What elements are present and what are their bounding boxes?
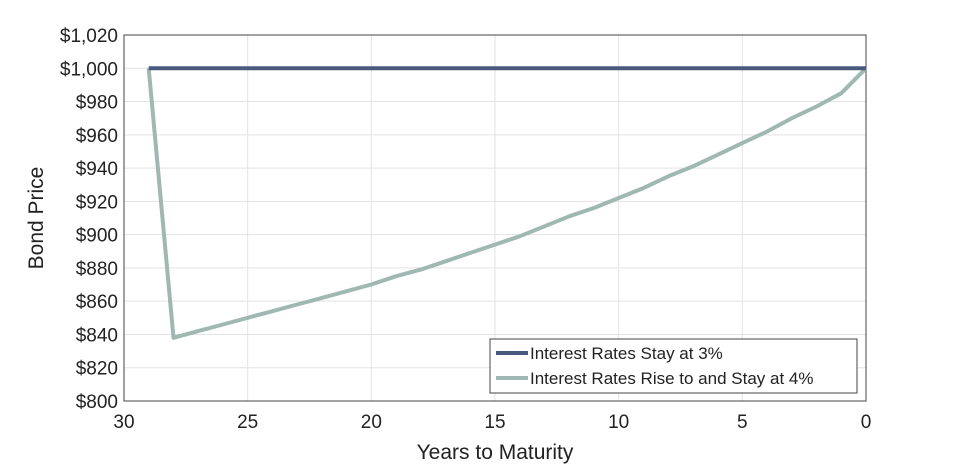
legend-box [489, 338, 858, 394]
y-tick-label: $820 [76, 359, 118, 380]
y-tick-label: $1,000 [60, 59, 118, 80]
y-tick-label: $840 [76, 325, 118, 346]
x-tick-label: 10 [608, 412, 629, 433]
x-tick-label: 15 [484, 412, 505, 433]
y-axis-title: Bond Price [25, 167, 48, 270]
y-tick-label: $920 [76, 192, 118, 213]
y-tick-label: $880 [76, 259, 118, 280]
x-axis-title: Years to Maturity [417, 441, 574, 464]
y-tick-label: $800 [76, 392, 118, 413]
series-line-2 [146, 66, 868, 340]
y-tick-label: $940 [76, 159, 118, 180]
x-tick-label: 20 [361, 412, 382, 433]
x-tick-label: 30 [113, 412, 134, 433]
y-tick-label: $1,020 [60, 26, 118, 47]
y-tick-label: $900 [76, 226, 118, 247]
y-tick-label: $860 [76, 292, 118, 313]
legend: Interest Rates Stay at 3% Interest Rates… [489, 338, 858, 394]
x-tick-label: 5 [737, 412, 748, 433]
legend-label-series-1: Interest Rates Stay at 3% [530, 344, 723, 363]
y-tick-label: $980 [76, 93, 118, 114]
legend-label-series-2: Interest Rates Rise to and Stay at 4% [530, 369, 813, 388]
series-lines [146, 66, 868, 340]
plot-area-frame [123, 34, 867, 402]
y-axis-tick-labels: $800 $820 $840 $860 $880 $900 $920 $940 $960 $980… [60, 26, 118, 413]
x-axis-tick-labels: 30 25 20 15 10 5 0 [113, 412, 871, 433]
x-tick-label: 0 [861, 412, 872, 433]
y-tick-label: $960 [76, 126, 118, 147]
x-tick-label: 25 [237, 412, 258, 433]
